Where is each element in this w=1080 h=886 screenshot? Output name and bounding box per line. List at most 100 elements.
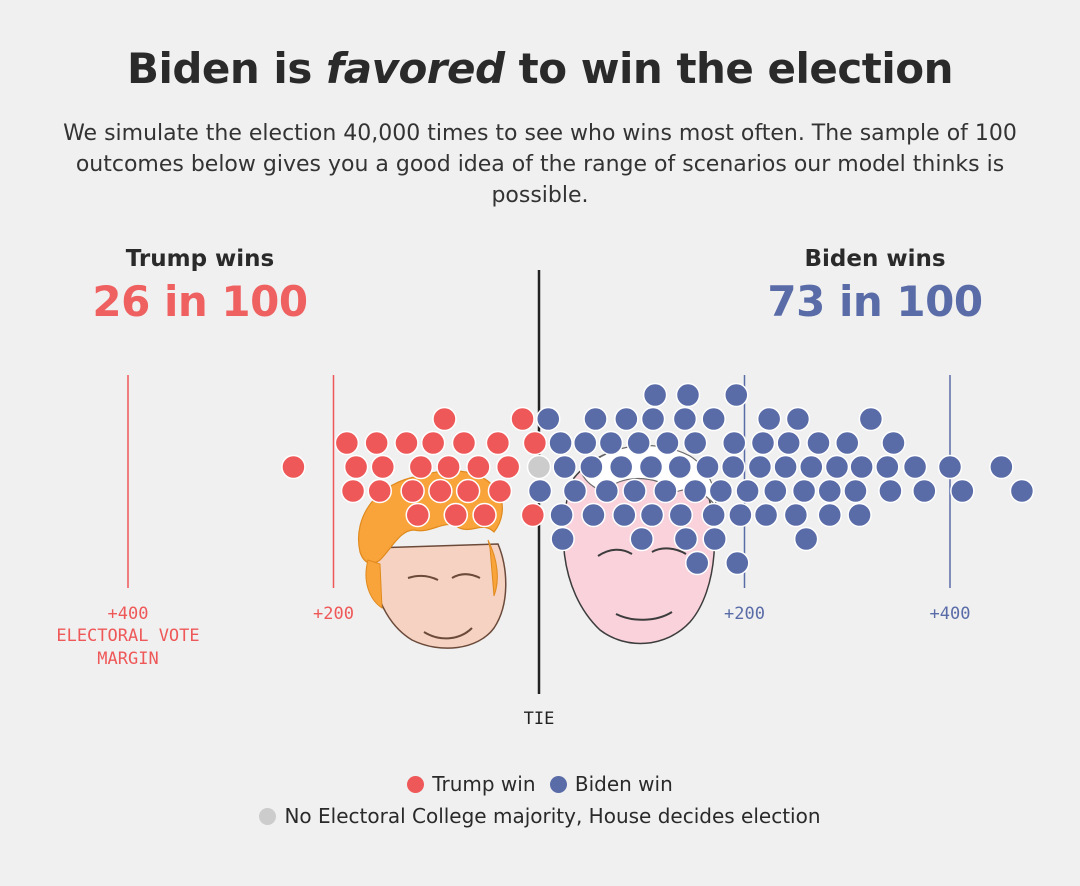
biden-win-dot: [673, 526, 699, 552]
biden-win-dot: [550, 526, 575, 552]
tick-label-biden-200: +200: [724, 604, 765, 624]
biden-win-dot: [640, 406, 666, 432]
biden-win-dot: [614, 406, 639, 432]
biden-win-dot: [675, 382, 701, 408]
trump-win-dot: [520, 502, 546, 528]
biden-win-dot: [695, 454, 720, 480]
biden-win-dot: [753, 502, 779, 528]
trump-win-dot: [472, 502, 497, 528]
biden-win-dot: [682, 430, 708, 456]
biden-win-dot: [667, 454, 693, 480]
tick-label-biden-400: +400: [930, 604, 971, 624]
biden-win-dot: [598, 430, 624, 456]
biden-win-dot: [747, 454, 773, 480]
biden-win-dot: [638, 454, 664, 480]
trump-wins-count: 26 in 100: [92, 277, 308, 326]
biden-wins-label: Biden wins: [804, 246, 946, 272]
tie-dot: [526, 454, 552, 480]
trump-win-dot: [522, 430, 548, 456]
biden-win-dot: [725, 550, 750, 576]
trump-win-dot: [436, 454, 461, 480]
biden-win-dot: [535, 406, 561, 432]
trump-win-dot: [394, 430, 419, 456]
biden-win-dot: [763, 478, 788, 504]
trump-win-dot: [485, 430, 511, 456]
biden-win-dot: [750, 430, 776, 456]
chart-dots: [281, 382, 1035, 576]
trump-win-dot: [405, 502, 431, 528]
trump-win-dot: [443, 502, 469, 528]
biden-win-dot: [950, 478, 975, 504]
trump-win-dot: [400, 478, 425, 504]
biden-win-dot: [989, 454, 1014, 480]
biden-win-dot: [912, 478, 937, 504]
trump-win-dot: [466, 454, 491, 480]
trump-wins-summary: Trump wins 26 in 100: [60, 246, 340, 328]
biden-win-dot: [702, 526, 727, 552]
biden-win-dot: [849, 454, 874, 480]
trump-win-dot: [281, 454, 306, 480]
biden-win-dot: [735, 478, 760, 504]
biden-win-dot: [843, 478, 868, 504]
x-axis-title: ELECTORAL VOTE MARGIN: [56, 626, 199, 669]
biden-win-dot: [655, 430, 680, 456]
biden-wins-count: 73 in 100: [767, 277, 983, 326]
trump-win-dot: [428, 478, 453, 504]
biden-win-dot: [562, 478, 588, 504]
trump-win-dot: [487, 478, 513, 504]
legend-row-1: Trump win Biden win: [0, 772, 1080, 796]
biden-win-dot: [878, 478, 903, 504]
biden-win-dot: [858, 406, 884, 432]
biden-win-dot: [626, 430, 651, 456]
legend-item-biden: Biden win: [549, 772, 673, 796]
trump-swatch-icon: [407, 776, 425, 793]
biden-win-dot: [881, 430, 906, 456]
biden-win-dot: [806, 430, 831, 456]
trump-win-dot: [451, 430, 477, 456]
title-emphasis: favored: [325, 44, 505, 93]
legend-row-2: No Electoral College majority, House dec…: [0, 804, 1080, 828]
biden-win-dot: [817, 478, 843, 504]
legend-item-trump: Trump win: [407, 772, 536, 796]
trump-win-dot: [432, 406, 457, 432]
chart-legend: Trump win Biden win No Electoral College…: [0, 772, 1080, 836]
trump-win-dot: [510, 406, 535, 432]
legend-tie-label: No Electoral College majority, House dec…: [284, 804, 821, 828]
biden-win-dot: [708, 478, 734, 504]
legend-item-tie: No Electoral College majority, House dec…: [259, 804, 821, 828]
biden-win-dot: [549, 502, 574, 528]
biden-win-dot: [835, 430, 860, 456]
biden-win-dot: [776, 430, 801, 456]
trump-win-dot: [334, 430, 360, 456]
biden-win-dot: [701, 406, 726, 432]
biden-win-dot: [594, 478, 620, 504]
page-title: Biden is favored to win the election: [126, 44, 954, 93]
biden-win-dot: [728, 502, 753, 528]
biden-win-dot: [773, 454, 798, 480]
biden-win-dot: [608, 454, 634, 480]
biden-swatch-icon: [549, 776, 567, 793]
biden-win-dot: [724, 382, 749, 408]
biden-win-dot: [791, 478, 817, 504]
biden-win-dot: [572, 430, 598, 456]
biden-win-dot: [672, 406, 698, 432]
biden-win-dot: [902, 454, 928, 480]
biden-win-dot: [721, 430, 747, 456]
trump-win-dot: [343, 454, 369, 480]
biden-wins-summary: Biden wins 73 in 100: [740, 246, 1010, 328]
biden-win-dot: [684, 550, 710, 576]
biden-win-dot: [583, 406, 608, 432]
biden-win-dot: [701, 502, 726, 528]
biden-win-dot: [548, 430, 573, 456]
tick-label-trump-200: +200: [313, 604, 354, 624]
page-subtitle: We simulate the election 40,000 times to…: [63, 121, 1017, 208]
biden-win-dot: [629, 526, 654, 552]
trump-win-dot: [340, 478, 366, 504]
tick-label-trump-400: +400: [108, 604, 149, 624]
legend-trump-label: Trump win: [432, 772, 536, 796]
biden-win-dot: [847, 502, 872, 528]
biden-win-dot: [720, 454, 746, 480]
